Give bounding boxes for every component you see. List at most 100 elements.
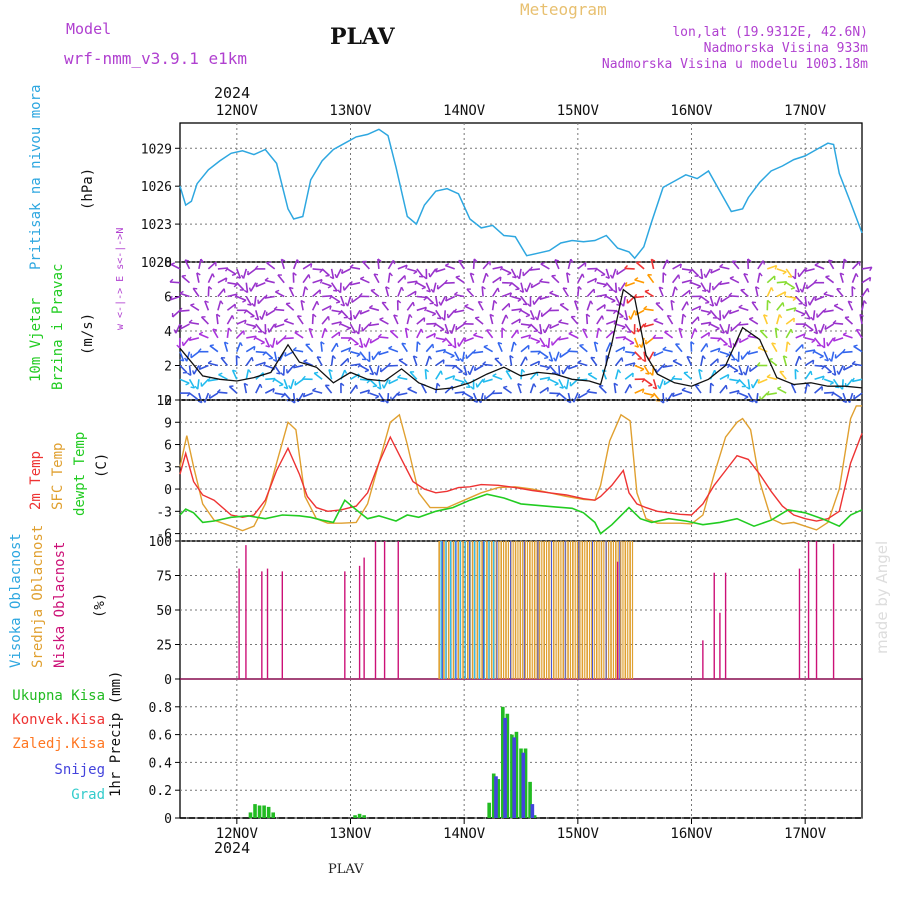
wind-barb [520,323,531,327]
wind-barb-flag [253,346,256,351]
wind-barb-flag [373,371,378,376]
wind-barb [596,315,603,325]
wind-barb [579,344,588,353]
wind-barb [303,392,313,398]
wind-barb [593,341,598,352]
wind-barb-flag [528,334,532,339]
wind-barb-flag [430,288,435,293]
wind-barb-flag [233,283,238,288]
wind-barb [529,268,540,271]
wind-barb [255,361,266,367]
wind-barb-flag [535,340,541,344]
wind-barb-flag [292,363,296,369]
wind-barb [289,379,295,390]
wind-speed-line [179,288,863,391]
wind-barb [236,330,245,339]
wind-barb [465,351,475,360]
precip-snow-bar [512,737,516,818]
wind-barb [634,279,645,284]
wind-barb-flag [396,391,401,396]
wind-barb [312,389,323,394]
wind-barb-flag [176,344,181,349]
wind-barb-flag [722,314,725,319]
wind-barb [416,306,427,312]
wind-barb-flag [336,342,339,348]
wind-barb-flag [455,275,460,278]
cloud-ytick-label: 25 [156,639,172,654]
wind-barb-flag [759,272,763,277]
wind-barb [728,364,739,372]
wind-barb [359,351,367,361]
wind-barb-flag [280,372,285,377]
wind-barb-flag [641,388,645,394]
wind-barb [245,282,249,293]
wind-barb [839,272,844,283]
wind-barb-flag [359,310,363,315]
wind-barb-flag [288,385,292,390]
wind-barb-flag [708,322,712,327]
wind-barb [377,258,380,269]
wind-barb [220,357,229,367]
wind-barb-flag [179,324,183,329]
xtick-label-top: 16NOV [670,103,713,119]
wind-barb [672,392,683,398]
wind-barb [393,314,399,325]
wind-barb [548,351,554,362]
wind-barb [228,385,238,394]
temp-ytick-label: 6 [164,439,172,454]
wind-barb-flag [472,349,477,354]
wind-barb [670,300,674,311]
wind-barb [662,393,665,404]
wind-barb-flag [601,315,604,320]
wind-ytick-label: 6 [164,291,172,306]
wind-barb [681,301,688,311]
wind-barb [643,365,650,375]
precip-total-bar [532,815,537,818]
wind-barb [845,378,854,388]
wind-barb [274,308,285,312]
wind-barb [454,364,464,373]
wind-barb [520,369,523,380]
wind-barb-flag [698,368,703,373]
wind-barb [823,364,833,373]
wind-barb-flag [370,288,376,291]
wind-barb-flag [634,311,637,316]
wind-barb [614,296,622,306]
xtick-label-bottom: 12NOV [216,826,259,842]
wind-barb [226,327,230,338]
wind-barb [715,296,721,307]
wind-barb-flag [250,315,255,318]
wind-barb-flag [763,314,768,317]
wind-barb [502,386,512,394]
wind-barb-flag [525,356,528,361]
wind-barb [615,357,623,366]
wind-barb [728,351,736,361]
wind-barb-flag [616,270,619,275]
wind-barb [681,279,692,284]
wind-barb-flag [728,309,732,314]
wind-barb [368,378,378,387]
wind-barb-flag [582,328,587,331]
wind-barb-flag [468,397,474,401]
wind-barb [184,259,191,270]
wind-barb-flag [352,314,356,320]
wind-barb-flag [678,274,681,279]
wind-barb [255,337,265,344]
wind-barb [530,282,541,289]
wind-barb [624,337,635,344]
wind-barb [463,365,468,376]
wind-barb [804,370,812,380]
wind-barb-flag [842,348,846,353]
wind-barb-flag [659,286,664,290]
wind-barb-flag [190,303,195,306]
wind-barb [568,364,579,370]
wind-barb [479,392,484,403]
dewpt-temp-line [179,493,863,535]
wind-barb-flag [517,298,522,302]
wind-barb [409,371,418,380]
wind-barb-flag [340,269,344,274]
wind-barb [520,296,528,305]
wind-barb [662,259,668,270]
wind-barb [548,364,557,374]
altitude-label: Nadmorska Visina 933m [703,41,868,56]
